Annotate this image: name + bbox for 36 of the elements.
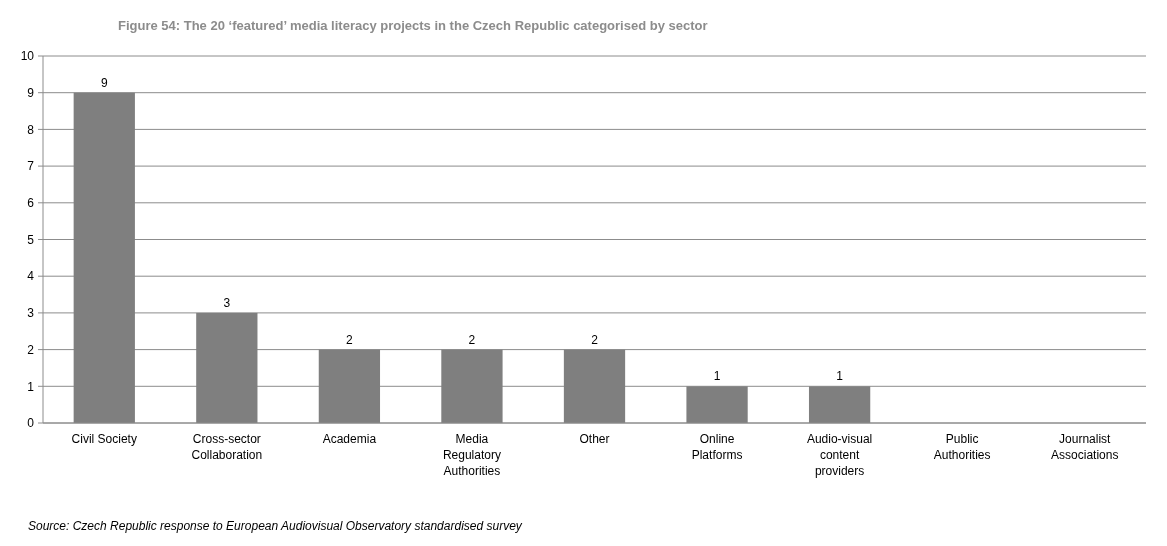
data-label: 2 — [591, 332, 599, 347]
data-label: 2 — [346, 332, 354, 347]
y-tick-label: 9 — [27, 85, 35, 100]
bar — [808, 386, 871, 423]
y-tick-label: 8 — [27, 122, 35, 137]
y-tick-label: 4 — [27, 269, 35, 284]
x-tick-label: Online Platforms — [691, 432, 743, 462]
source-note: Source: Czech Republic response to European Audiovisual Observatory standardised survey — [28, 519, 523, 533]
y-tick-label: 1 — [27, 379, 35, 394]
y-tick-label: 0 — [27, 416, 35, 431]
bar — [318, 349, 381, 423]
x-tick-label: Public Authorities — [933, 432, 991, 462]
bar — [73, 92, 135, 423]
x-tick-label: Other — [579, 432, 610, 446]
x-tick-label: Civil Society — [71, 432, 137, 446]
x-tick-label: Media Regulatory Authorities — [442, 432, 501, 478]
data-label: 9 — [100, 75, 108, 90]
x-tick-label: Audio-visual content providers — [806, 432, 873, 478]
chart-title: Figure 54: The 20 ‘featured’ media literacy projects in the Czech Republic categorised by sector — [118, 18, 708, 33]
y-tick-label: 2 — [27, 342, 35, 357]
x-tick-label: Journalist Associations — [1051, 432, 1119, 462]
y-tick-label: 5 — [27, 232, 35, 247]
data-label: 2 — [468, 332, 476, 347]
y-tick-label: 6 — [27, 196, 35, 210]
data-label: 1 — [713, 369, 721, 384]
y-tick-label: 10 — [20, 49, 35, 64]
y-tick-label: 3 — [27, 306, 35, 321]
data-label: 3 — [223, 295, 231, 310]
x-tick-label: Academia — [322, 432, 377, 446]
data-label: 1 — [836, 369, 844, 384]
bar — [441, 349, 503, 423]
bar — [563, 349, 626, 423]
x-tick-label: Cross-sector Collaboration — [191, 432, 263, 462]
y-tick-label: 7 — [27, 159, 35, 174]
bar — [686, 386, 748, 423]
bar — [196, 312, 258, 423]
